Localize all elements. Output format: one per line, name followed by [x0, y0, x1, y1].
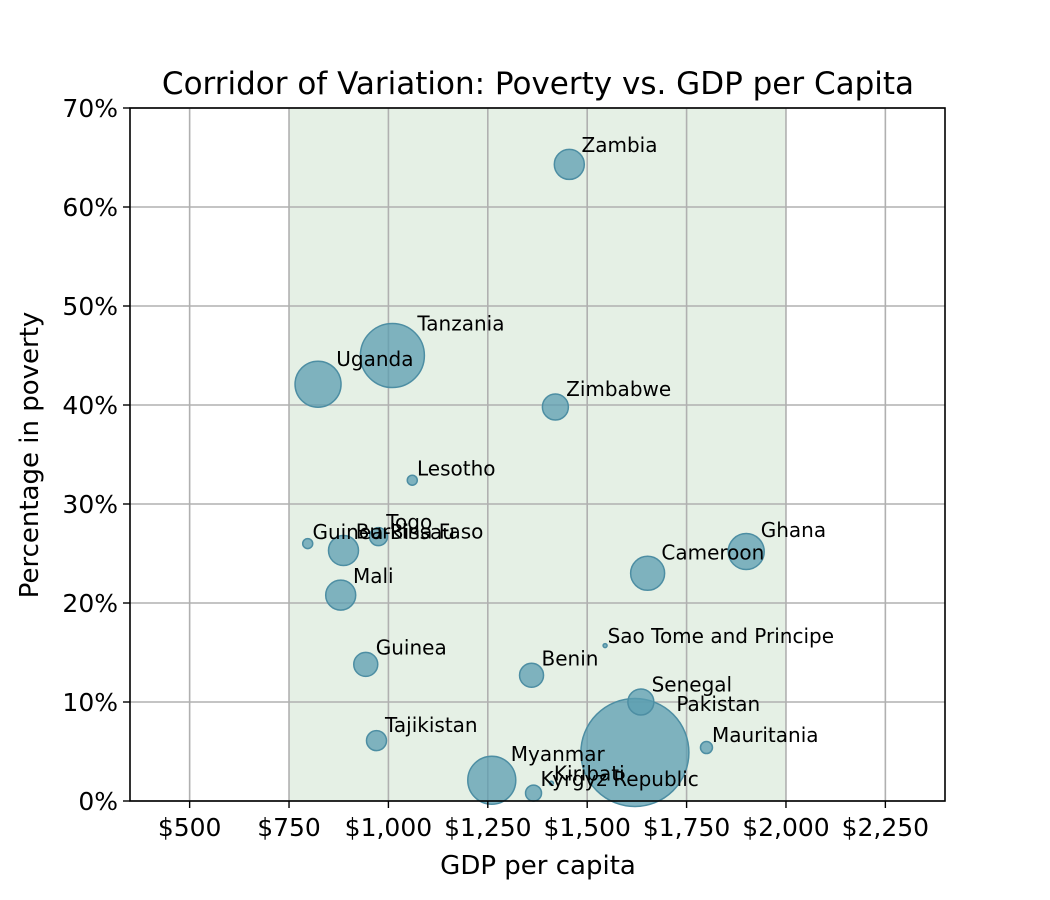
point-label: Pakistan — [676, 692, 760, 716]
point-label: Tajikistan — [384, 713, 478, 737]
y-tick-label: 70% — [62, 94, 118, 123]
data-point — [727, 532, 765, 571]
x-tick-label: $500 — [158, 813, 222, 842]
x-tick-label: $1,250 — [444, 813, 531, 842]
data-point — [627, 688, 655, 716]
point-label: Cameroon — [661, 541, 764, 565]
data-point — [406, 474, 419, 486]
y-tick-label: 50% — [62, 292, 118, 321]
point-label: Uganda — [336, 347, 413, 371]
data-point — [294, 360, 342, 408]
point-label: Myanmar — [511, 742, 606, 766]
y-tick-label: 0% — [78, 787, 118, 816]
point-label: Guinea — [376, 635, 447, 659]
data-point — [548, 780, 555, 786]
point-label: Sao Tome and Principe — [608, 624, 834, 648]
data-point — [327, 534, 360, 567]
data-point — [365, 729, 388, 752]
point-label: Burkina Faso — [356, 519, 484, 543]
x-tick-label: $1,500 — [543, 813, 630, 842]
data-point — [467, 755, 517, 805]
x-tick-label: $1,000 — [345, 813, 432, 842]
data-point — [301, 537, 314, 550]
point-label: Tanzania — [416, 312, 504, 336]
y-tick-label: 10% — [62, 688, 118, 717]
data-point — [368, 526, 389, 547]
point-label: Senegal — [652, 672, 733, 696]
point-label: Zimbabwe — [566, 377, 671, 401]
data-point — [518, 662, 545, 689]
y-tick-label: 40% — [62, 391, 118, 420]
y-tick-label: 60% — [62, 193, 118, 222]
point-label: Kyrgyz Republic — [541, 767, 699, 791]
data-point — [359, 322, 426, 389]
point-label: Mali — [353, 564, 394, 588]
y-axis-title: Percentage in poverty — [15, 312, 45, 599]
point-label: Benin — [542, 646, 599, 670]
y-tick-label: 20% — [62, 589, 118, 618]
chart-title: Corridor of Variation: Poverty vs. GDP p… — [162, 66, 914, 102]
point-label: Guinea-Bissau — [312, 520, 455, 544]
point-label: Lesotho — [417, 456, 496, 480]
x-tick-label: $2,000 — [742, 813, 829, 842]
data-point — [353, 651, 379, 678]
x-tick-label: $1,750 — [643, 813, 730, 842]
data-point — [629, 555, 666, 592]
data-point — [699, 740, 714, 755]
data-point — [541, 393, 570, 421]
point-label: Ghana — [761, 518, 826, 542]
data-point — [553, 148, 586, 181]
x-tick-label: $2,250 — [842, 813, 929, 842]
x-tick-label: $750 — [257, 813, 321, 842]
point-label: Mauritania — [712, 723, 819, 747]
data-point — [524, 784, 543, 802]
point-label: Kiribati — [554, 762, 625, 786]
data-point — [602, 642, 608, 649]
x-axis-title: GDP per capita — [440, 851, 636, 881]
point-label: Togo — [385, 510, 432, 534]
data-point — [324, 579, 357, 611]
point-label: Zambia — [582, 133, 658, 157]
axes-frame — [129, 107, 946, 802]
y-tick-label: 30% — [62, 490, 118, 519]
